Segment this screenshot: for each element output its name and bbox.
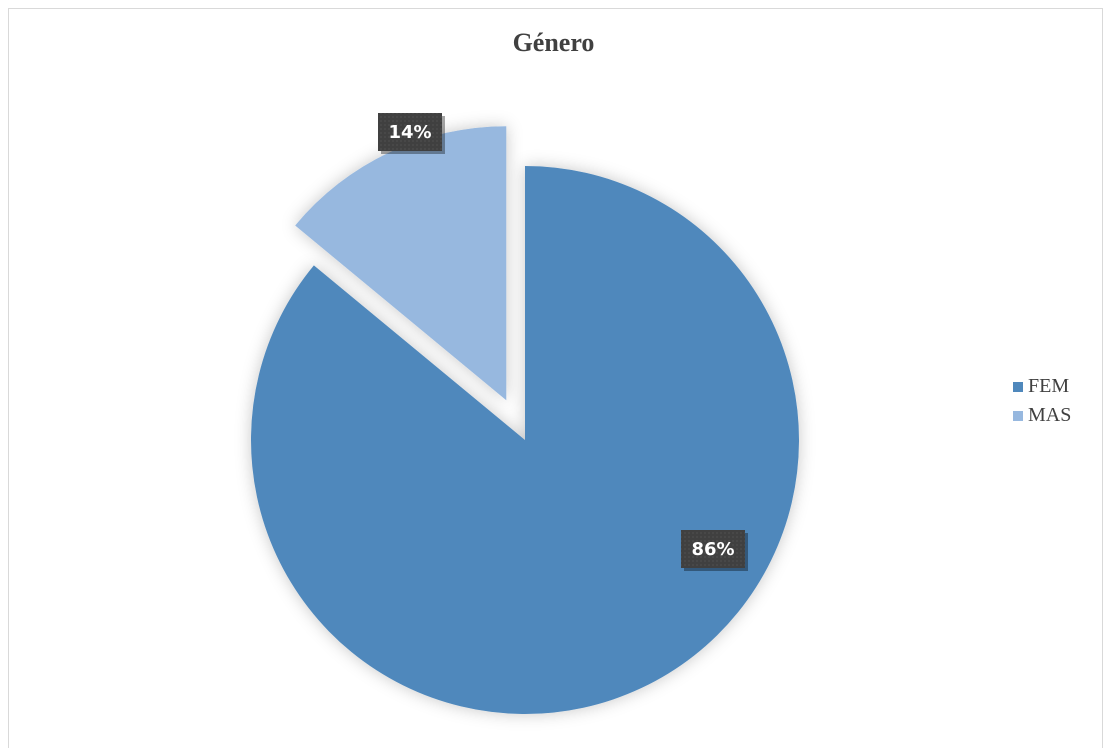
- legend-item-fem: FEM: [1013, 372, 1071, 401]
- pie-slice-mas: [295, 126, 507, 401]
- data-label-text-mas: 14%: [388, 122, 431, 143]
- pie-slice-fem: [250, 166, 799, 714]
- legend-swatch-fem: [1013, 381, 1023, 392]
- legend-swatch-mas: [1013, 410, 1023, 421]
- data-label-fem: 86%: [681, 530, 748, 571]
- legend-label-fem: FEM: [1028, 375, 1070, 397]
- chart-title: Género: [512, 28, 595, 57]
- legend-label-mas: MAS: [1028, 404, 1072, 426]
- data-label-text-fem: 86%: [691, 539, 734, 560]
- data-label-mas: 14%: [378, 113, 445, 154]
- legend-item-mas: MAS: [1013, 401, 1071, 430]
- legend: FEM MAS: [1013, 372, 1071, 430]
